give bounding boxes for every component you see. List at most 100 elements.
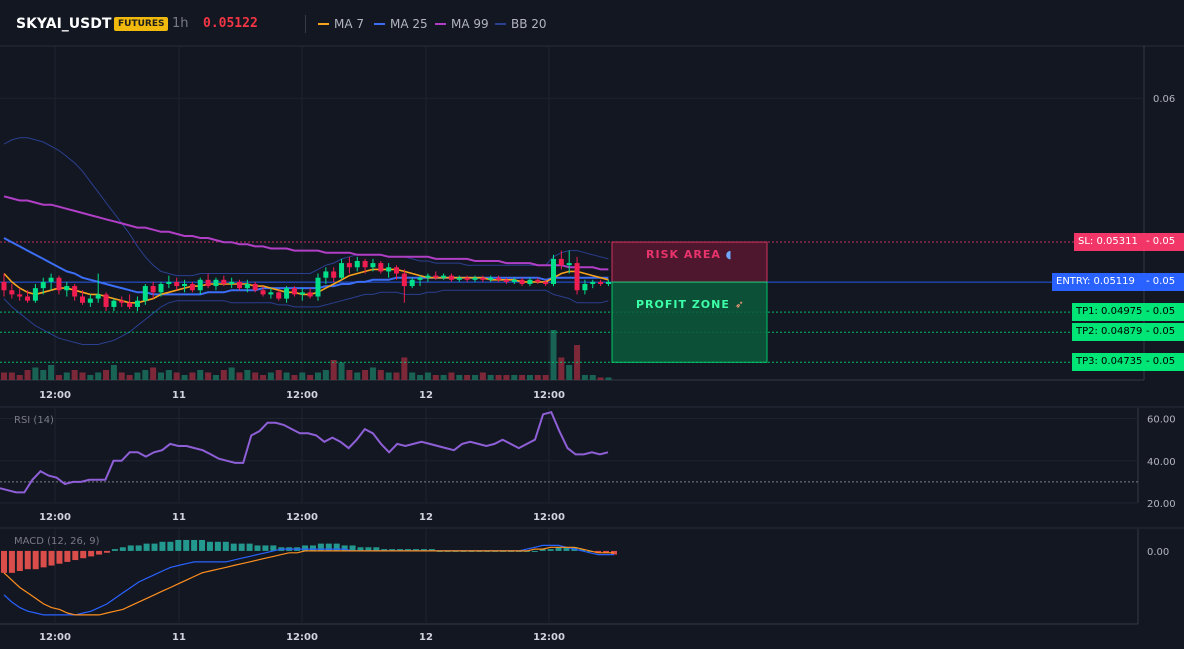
candle-body — [354, 261, 360, 268]
macd-histogram-bar — [183, 539, 190, 551]
volume-bar — [589, 375, 596, 380]
volume-bar — [581, 375, 588, 380]
macd-histogram-bar — [199, 539, 206, 551]
rsi-pane-title: RSI (14) — [14, 415, 54, 426]
legend-ma7[interactable]: MA 7 — [318, 17, 364, 31]
macd-histogram-bar — [135, 545, 142, 551]
symbol-name[interactable]: SKYAI_USDT — [16, 16, 112, 32]
candle-body — [488, 277, 494, 280]
price-axis-tick: 0.06 — [1153, 94, 1175, 105]
level-tag-tp2: TP2: 0.04879 — [1072, 323, 1142, 341]
ma25-line — [3, 237, 609, 296]
volume-bar — [605, 377, 612, 380]
futures-badge: FUTURES — [114, 17, 169, 31]
candle-body — [378, 263, 384, 272]
volume-bar — [369, 367, 376, 380]
macd-histogram-bar — [420, 549, 427, 551]
legend-ma99[interactable]: MA 99 — [435, 17, 489, 31]
volume-bar — [346, 370, 353, 380]
interval-label[interactable]: 1h — [172, 16, 189, 31]
volume-bar — [24, 370, 31, 380]
candle-body — [323, 271, 329, 278]
legend-bb20[interactable]: BB 20 — [495, 17, 547, 31]
volume-bar — [299, 372, 306, 380]
macd-histogram-bar — [127, 545, 134, 551]
volume-bar — [32, 367, 39, 380]
volume-bar — [158, 372, 164, 380]
candle-body — [558, 258, 564, 266]
rsi-time-tick: 12:00 — [533, 512, 565, 523]
candle-body — [111, 300, 117, 307]
volume-bar — [424, 372, 431, 380]
candle-body — [519, 279, 525, 284]
macd-histogram-bar — [381, 549, 388, 551]
candle-body — [134, 300, 140, 307]
volume-bar — [252, 372, 259, 380]
volume-bar — [322, 370, 329, 380]
candle-body — [80, 296, 85, 303]
rsi-time-tick: 12:00 — [39, 512, 71, 523]
volume-bar — [267, 372, 274, 380]
legend-ma25[interactable]: MA 25 — [374, 17, 428, 31]
volume-bar — [197, 370, 204, 380]
volume-bar — [417, 375, 424, 380]
volume-bar — [315, 372, 321, 380]
time-axis-tick: 12:00 — [39, 390, 71, 401]
candle-body — [605, 281, 611, 284]
macd-histogram-bar — [80, 550, 87, 559]
volume-bar — [440, 375, 447, 380]
rsi-axis-tick: 40.00 — [1147, 457, 1176, 468]
candle-body — [119, 300, 125, 303]
macd-histogram-bar — [341, 545, 348, 551]
macd-histogram-bar — [56, 550, 63, 564]
candle-body — [425, 275, 431, 278]
volume-bar — [393, 372, 400, 380]
volume-bar — [110, 365, 117, 380]
volume-bar — [63, 372, 70, 380]
volume-bar — [189, 372, 196, 380]
candle-body — [315, 277, 321, 297]
volume-bar — [228, 367, 235, 380]
level-axis-value-tp1: - 0.05 — [1142, 303, 1184, 321]
candle-body — [362, 261, 368, 268]
rsi-time-tick: 12:00 — [286, 512, 318, 523]
macd-histogram-bar — [64, 550, 71, 562]
volume-bar — [103, 370, 110, 380]
volume-bar — [260, 375, 267, 380]
level-tag-tp1: TP1: 0.04975 — [1072, 303, 1142, 321]
macd-histogram-bar — [428, 549, 435, 551]
volume-bar — [409, 372, 416, 380]
candle-body — [590, 281, 596, 284]
candle-body — [503, 279, 509, 282]
candle-body — [496, 277, 502, 280]
volume-bar — [534, 375, 541, 380]
macd-histogram-bar — [88, 550, 95, 557]
volume-bar — [150, 367, 157, 380]
macd-histogram-bar — [254, 545, 261, 551]
candle-body — [543, 281, 549, 284]
volume-bar — [173, 372, 180, 380]
candle-body — [9, 290, 15, 295]
rsi-axis-tick: 20.00 — [1147, 499, 1176, 510]
candle-body — [166, 281, 172, 284]
candle-body — [87, 298, 93, 303]
candle-body — [401, 273, 407, 287]
level-axis-value-tp2: - 0.05 — [1142, 323, 1184, 341]
macd-histogram-bar — [24, 550, 31, 570]
rsi-time-tick: 12 — [419, 512, 433, 523]
legend-swatch — [374, 22, 385, 25]
candle-body — [56, 277, 62, 291]
candle-body — [370, 263, 376, 268]
volume-bar — [95, 372, 102, 380]
macd-histogram-bar — [389, 549, 396, 551]
volume-bar — [40, 370, 47, 380]
volume-bar — [16, 375, 23, 380]
macd-histogram-bar — [167, 541, 174, 551]
macd-time-tick: 11 — [172, 632, 186, 643]
candle-body — [229, 281, 235, 284]
risk-area-label: RISK AREA ◖ — [646, 248, 733, 261]
volume-bar — [142, 370, 149, 380]
rsi-axis-tick: 60.00 — [1147, 415, 1176, 426]
candle-body — [95, 294, 101, 299]
